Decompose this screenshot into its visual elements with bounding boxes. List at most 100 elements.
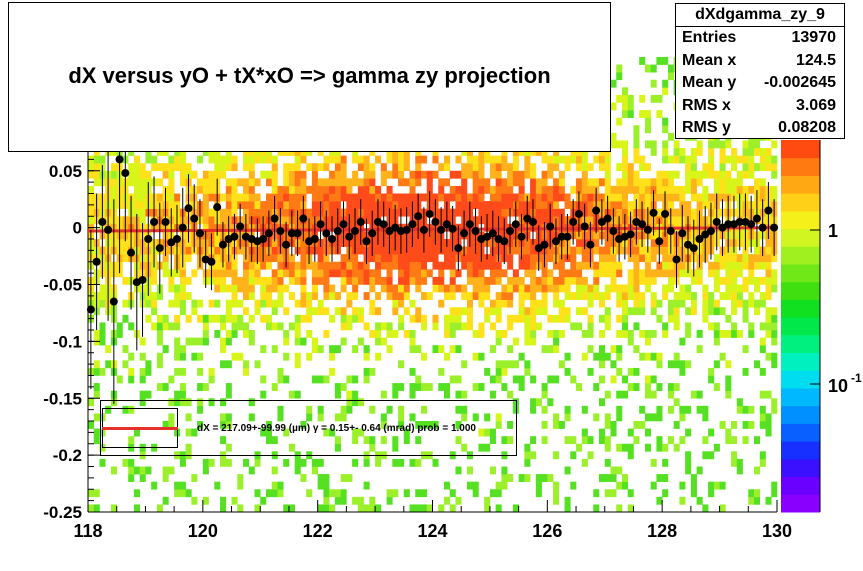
heatmap-cell: [616, 72, 623, 81]
heatmap-cell: [248, 193, 255, 202]
heatmap-cell: [162, 254, 169, 263]
stats-row: Mean y -0.002645: [676, 72, 844, 95]
heatmap-cell: [541, 269, 548, 278]
heatmap-cell: [725, 436, 732, 445]
heatmap-cell: [179, 284, 186, 293]
heatmap-cell: [260, 299, 267, 308]
heatmap-cell: [731, 451, 738, 460]
heatmap-cell: [650, 239, 657, 247]
heatmap-cell: [208, 367, 215, 376]
heatmap-cell: [254, 155, 261, 164]
heatmap-cell: [243, 163, 250, 172]
profile-point: [92, 257, 101, 266]
heatmap-cell: [352, 314, 359, 323]
heatmap-cell: [93, 155, 100, 164]
heatmap-cell: [644, 140, 651, 149]
heatmap-cell: [231, 276, 238, 285]
heatmap-cell: [564, 436, 571, 445]
heatmap-cell: [386, 261, 393, 270]
profile-point: [167, 238, 176, 247]
heatmap-cell: [294, 201, 301, 209]
heatmap-cell: [558, 299, 565, 308]
heatmap-cell: [754, 185, 761, 194]
heatmap-cell: [507, 170, 514, 179]
heatmap-cell: [690, 307, 697, 316]
heatmap-cell: [179, 383, 186, 391]
colorbar-segment: [781, 370, 820, 389]
heatmap-cell: [685, 322, 692, 331]
heatmap-cell: [541, 155, 548, 164]
heatmap-cell: [380, 337, 387, 346]
heatmap-cell: [432, 314, 439, 323]
heatmap-cell: [581, 170, 588, 179]
heatmap-cell: [576, 322, 583, 331]
heatmap-cell: [759, 322, 766, 331]
heatmap-cell: [128, 405, 135, 414]
heatmap-cell: [352, 390, 359, 399]
heatmap-cell: [369, 284, 376, 293]
heatmap-cell: [587, 292, 594, 300]
heatmap-cell: [208, 178, 215, 187]
heatmap-cell: [713, 254, 720, 263]
profile-point: [402, 225, 411, 234]
heatmap-cell: [443, 330, 451, 338]
heatmap-cell: [478, 155, 485, 164]
heatmap-cell: [478, 443, 485, 452]
colorbar-segment: [781, 476, 820, 495]
heatmap-cell: [225, 299, 232, 308]
heatmap-cell: [621, 185, 629, 194]
heatmap-cell: [489, 375, 496, 384]
heatmap-cell: [604, 239, 611, 247]
heatmap-cell: [644, 64, 651, 73]
heatmap-cell: [288, 254, 295, 263]
heatmap-cell: [208, 155, 215, 164]
heatmap-cell: [380, 322, 387, 331]
heatmap-cell: [616, 261, 623, 270]
heatmap-cell: [369, 307, 376, 316]
heatmap-cell: [610, 132, 617, 141]
heatmap-cell: [719, 504, 726, 513]
heatmap-cell: [168, 284, 175, 293]
heatmap-cell: [415, 155, 422, 164]
heatmap-cell: [604, 170, 611, 179]
heatmap-cell: [581, 193, 588, 202]
heatmap-cell: [673, 292, 680, 300]
heatmap-cell: [294, 458, 301, 467]
heatmap-cell: [110, 163, 118, 172]
heatmap-cell: [495, 314, 502, 323]
heatmap-cell: [524, 314, 531, 323]
heatmap-cell: [616, 405, 623, 414]
heatmap-cell: [346, 201, 353, 209]
heatmap-cell: [495, 299, 502, 308]
heatmap-cell: [731, 330, 738, 338]
heatmap-cell: [644, 269, 651, 278]
heatmap-cell: [421, 292, 428, 300]
heatmap-cell: [174, 322, 181, 331]
profile-point: [236, 222, 245, 231]
heatmap-cell: [254, 360, 261, 369]
heatmap-cell: [248, 276, 255, 285]
heatmap-cell: [736, 299, 743, 308]
heatmap-cell: [644, 337, 651, 346]
heatmap-cell: [334, 201, 341, 209]
heatmap-cell: [541, 436, 548, 445]
heatmap-cell: [719, 481, 726, 490]
heatmap-cell: [403, 330, 410, 338]
heatmap-cell: [512, 163, 519, 172]
heatmap-cell: [685, 155, 692, 164]
heatmap-cell: [765, 254, 772, 263]
heatmap-cell: [271, 276, 278, 285]
stats-histogram-name: dXdgamma_zy_9: [676, 4, 844, 27]
heatmap-cell: [524, 458, 531, 467]
heatmap-cell: [128, 375, 135, 384]
heatmap-cell: [673, 155, 680, 164]
heatmap-cell: [535, 322, 542, 331]
heatmap-cell: [375, 292, 382, 300]
heatmap-cell: [662, 246, 669, 255]
heatmap-cell: [639, 246, 646, 255]
heatmap-cell: [380, 276, 387, 285]
heatmap-cell: [771, 284, 778, 293]
heatmap-cell: [570, 375, 577, 384]
heatmap-cell: [644, 352, 651, 361]
heatmap-cell: [599, 398, 606, 407]
